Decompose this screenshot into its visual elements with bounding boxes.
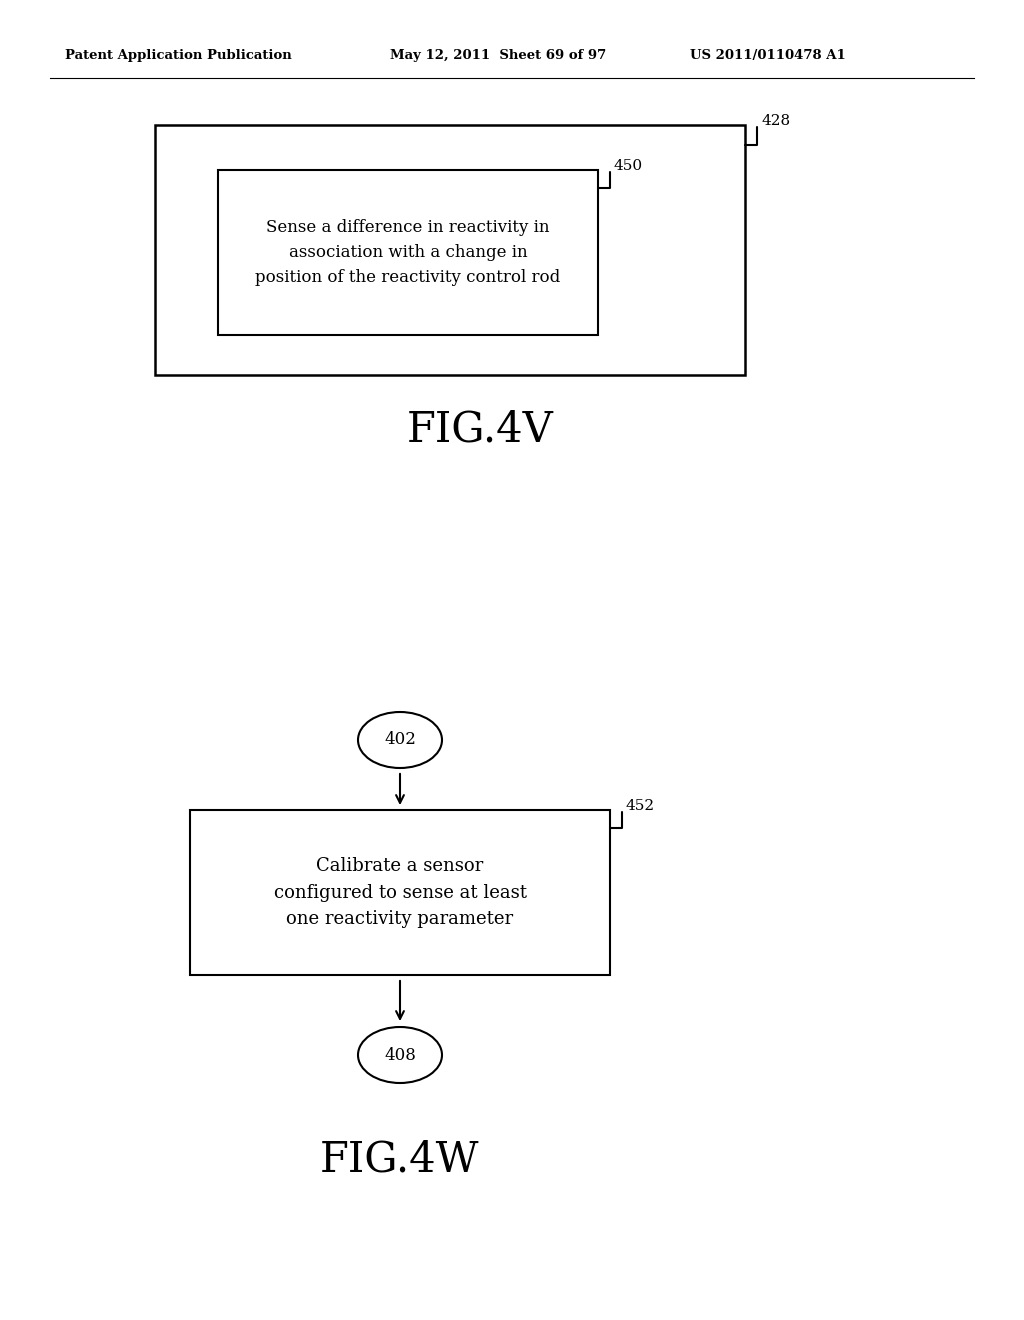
- Bar: [155, 125, 745, 375]
- Text: Sense a difference in reactivity in
association with a change in
position of the: Sense a difference in reactivity in asso…: [255, 219, 560, 286]
- Text: Patent Application Publication: Patent Application Publication: [65, 49, 292, 62]
- Text: Calibrate a sensor
configured to sense at least
one reactivity parameter: Calibrate a sensor configured to sense a…: [273, 857, 526, 928]
- Bar: [218, 170, 598, 335]
- Ellipse shape: [358, 1027, 442, 1082]
- Ellipse shape: [358, 711, 442, 768]
- Text: 452: 452: [626, 799, 655, 813]
- Text: 428: 428: [761, 114, 791, 128]
- Text: 450: 450: [614, 158, 643, 173]
- Text: 402: 402: [384, 731, 416, 748]
- Text: US 2011/0110478 A1: US 2011/0110478 A1: [690, 49, 846, 62]
- Bar: [190, 810, 610, 975]
- Text: FIG.4V: FIG.4V: [407, 409, 553, 451]
- Text: FIG.4W: FIG.4W: [321, 1139, 480, 1181]
- Text: 408: 408: [384, 1047, 416, 1064]
- Text: May 12, 2011  Sheet 69 of 97: May 12, 2011 Sheet 69 of 97: [390, 49, 606, 62]
